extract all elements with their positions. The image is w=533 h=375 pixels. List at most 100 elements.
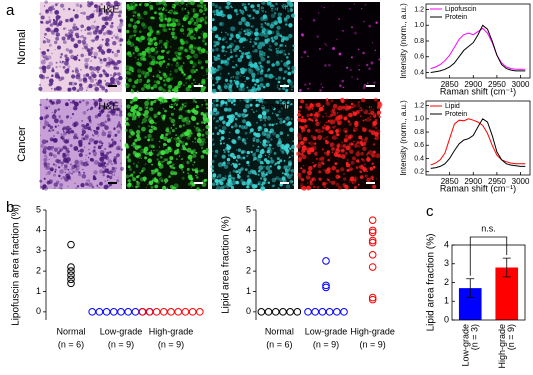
image-speckle	[48, 130, 50, 132]
image-speckle	[137, 15, 141, 19]
image-speckle	[207, 121, 208, 122]
image-speckle	[308, 107, 309, 108]
data-point	[323, 258, 330, 265]
image-speckle	[99, 30, 103, 34]
image-speckle	[327, 152, 329, 154]
image-speckle	[49, 44, 52, 47]
image-speckle	[92, 134, 93, 135]
image-speckle	[255, 173, 258, 176]
x-tick-label: Low-grade	[100, 326, 143, 336]
image-speckle	[332, 152, 333, 153]
image-speckle	[276, 50, 280, 54]
image-speckle	[169, 117, 172, 120]
y-tick-label: 0	[36, 306, 41, 316]
image-speckle	[86, 26, 91, 31]
image-speckle	[80, 149, 84, 153]
image-speckle	[354, 186, 357, 189]
image-speckle	[176, 141, 178, 143]
image-speckle	[205, 148, 209, 152]
image-speckle	[181, 148, 182, 149]
image-speckle	[40, 144, 44, 148]
y-tick-label: 2	[36, 265, 41, 275]
image-speckle	[85, 55, 86, 56]
image-speckle	[349, 106, 352, 109]
image-speckle	[190, 85, 192, 87]
image-speckle	[141, 87, 145, 91]
image-speckle	[307, 129, 311, 133]
data-point	[118, 309, 125, 316]
image-speckle	[188, 21, 192, 25]
image-speckle	[193, 98, 196, 101]
image-speckle	[297, 173, 301, 177]
image-speckle	[212, 84, 214, 86]
image-speckle	[132, 119, 133, 120]
image-speckle	[56, 62, 58, 64]
image-speckle	[373, 166, 376, 169]
image-speckle	[129, 6, 134, 11]
image-speckle	[223, 142, 225, 144]
image-speckle	[244, 68, 247, 71]
image-speckle	[210, 165, 214, 169]
image-speckle	[222, 46, 225, 49]
image-speckle	[171, 39, 172, 40]
image-speckle	[107, 58, 108, 59]
image-speckle	[185, 40, 189, 44]
image-speckle	[222, 121, 225, 124]
image-speckle	[248, 78, 249, 79]
image-speckle	[234, 40, 236, 42]
image-speckle	[104, 180, 106, 182]
image-speckle	[70, 163, 72, 165]
image-speckle	[377, 105, 382, 110]
image-speckle	[98, 187, 99, 188]
image-speckle	[102, 39, 104, 41]
image-speckle	[99, 157, 104, 162]
image-speckle	[90, 25, 95, 30]
image-speckle	[324, 186, 327, 189]
image-speckle	[167, 17, 171, 21]
image-speckle	[105, 22, 108, 25]
image-speckle	[316, 112, 321, 117]
image-speckle	[111, 37, 113, 39]
image-speckle	[342, 183, 346, 187]
image-speckle	[138, 117, 139, 118]
image-speckle	[51, 75, 54, 78]
image-speckle	[117, 50, 120, 53]
x-tick-note: (n = 9)	[506, 324, 516, 350]
image-speckle	[234, 9, 238, 13]
image-speckle	[79, 83, 83, 87]
image-speckle	[305, 142, 306, 143]
image-speckle	[242, 138, 245, 141]
image-speckle	[258, 165, 263, 170]
image-speckle	[336, 128, 341, 133]
image-speckle	[368, 113, 370, 115]
image-speckle	[226, 185, 229, 188]
image-speckle	[222, 162, 226, 166]
image-speckle	[341, 154, 346, 159]
image-speckle	[193, 79, 195, 81]
image-speckle	[332, 47, 335, 50]
image-speckle	[89, 115, 91, 117]
image-speckle	[157, 81, 160, 84]
image-speckle	[243, 30, 245, 32]
image-speckle	[89, 152, 91, 154]
image-speckle	[350, 69, 352, 71]
image-speckle	[260, 71, 263, 74]
image-speckle	[128, 124, 130, 126]
image-speckle	[205, 34, 208, 37]
image-speckle	[194, 37, 196, 39]
image-speckle	[282, 87, 285, 90]
image-speckle	[138, 63, 142, 67]
image-speckle	[106, 152, 109, 155]
image-speckle	[189, 121, 191, 123]
image-speckle	[93, 99, 95, 101]
image-speckle	[307, 182, 308, 183]
image-speckle	[359, 141, 363, 145]
image-speckle	[258, 156, 260, 158]
image-speckle	[196, 18, 201, 23]
image-speckle	[58, 175, 61, 178]
image-speckle	[273, 62, 274, 63]
image-speckle	[65, 28, 66, 29]
image-speckle	[41, 16, 45, 20]
image-speckle	[248, 14, 251, 17]
image-speckle	[249, 98, 252, 101]
